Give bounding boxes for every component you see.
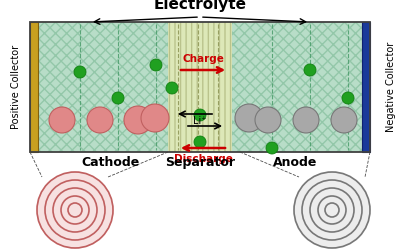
Text: Li⁺: Li⁺ bbox=[193, 116, 207, 126]
Circle shape bbox=[74, 66, 86, 78]
Circle shape bbox=[294, 172, 370, 248]
Bar bbox=[232, 22, 362, 152]
Circle shape bbox=[150, 59, 162, 71]
Text: Separator: Separator bbox=[165, 156, 235, 169]
Circle shape bbox=[124, 106, 152, 134]
Bar bbox=[30, 22, 370, 152]
Bar bbox=[38, 22, 168, 152]
Circle shape bbox=[87, 107, 113, 133]
Circle shape bbox=[266, 142, 278, 154]
Bar bbox=[362, 22, 370, 152]
Circle shape bbox=[293, 107, 319, 133]
Circle shape bbox=[342, 92, 354, 104]
Circle shape bbox=[49, 107, 75, 133]
Circle shape bbox=[235, 104, 263, 132]
Circle shape bbox=[194, 109, 206, 121]
Circle shape bbox=[166, 82, 178, 94]
Text: Discharge: Discharge bbox=[173, 154, 232, 164]
Circle shape bbox=[37, 172, 113, 248]
Circle shape bbox=[331, 107, 357, 133]
Bar bbox=[168, 22, 232, 152]
Circle shape bbox=[255, 107, 281, 133]
Bar bbox=[30, 22, 38, 152]
Bar bbox=[168, 22, 232, 152]
Text: Anode: Anode bbox=[273, 156, 317, 169]
Text: Positive Collector: Positive Collector bbox=[11, 45, 21, 129]
Circle shape bbox=[304, 64, 316, 76]
Circle shape bbox=[112, 92, 124, 104]
Text: Negative Collector: Negative Collector bbox=[386, 42, 396, 132]
Circle shape bbox=[141, 104, 169, 132]
Bar bbox=[38, 22, 168, 152]
Bar bbox=[232, 22, 362, 152]
Text: Charge: Charge bbox=[182, 54, 224, 64]
Circle shape bbox=[194, 136, 206, 148]
Text: Cathode: Cathode bbox=[81, 156, 139, 169]
Text: Electrolyte: Electrolyte bbox=[153, 0, 247, 12]
